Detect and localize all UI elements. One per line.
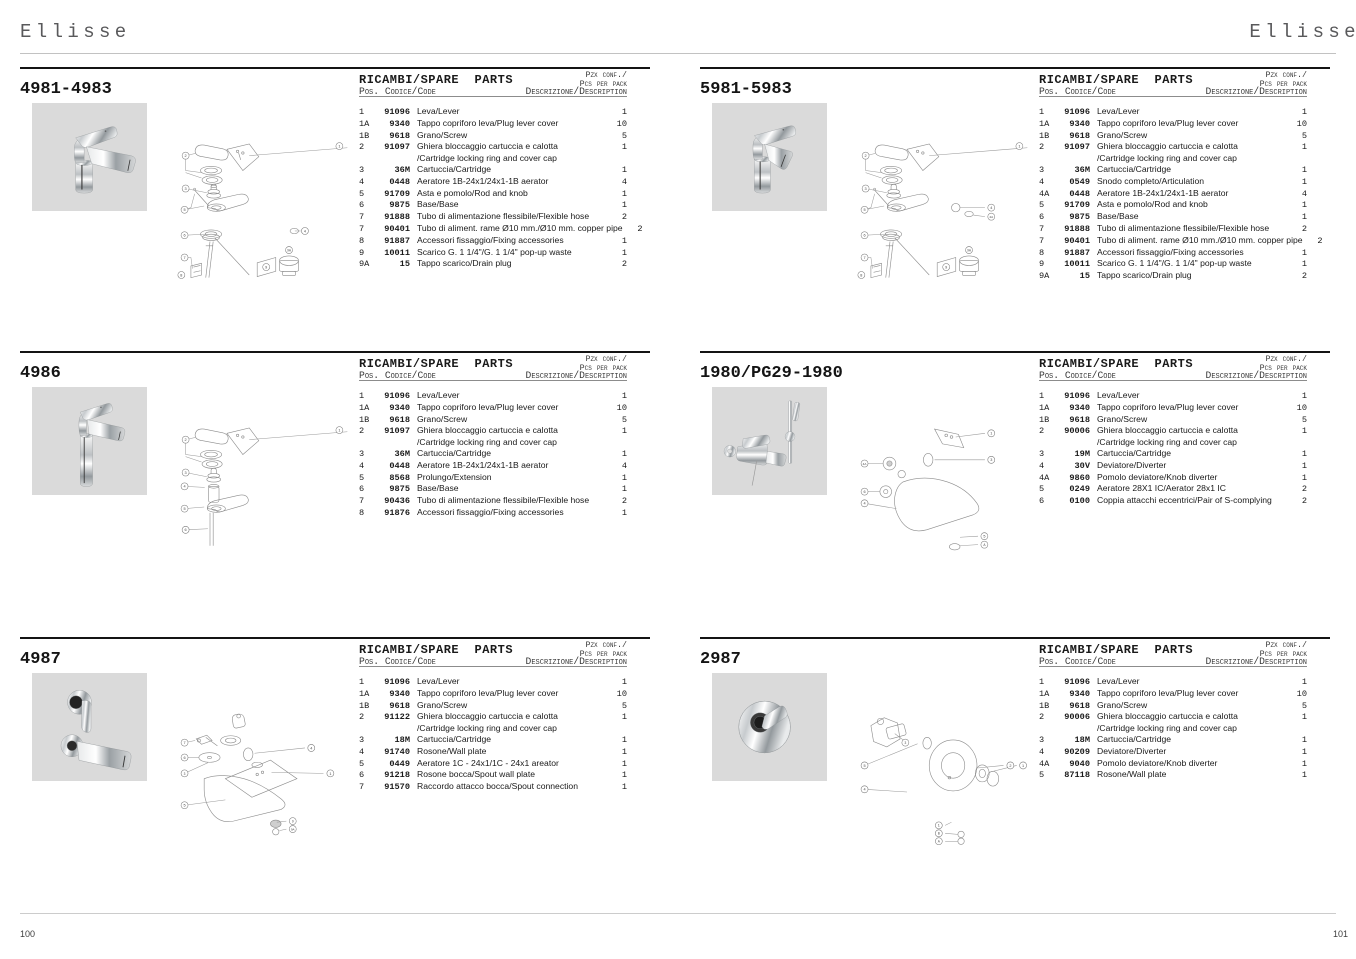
svg-text:8: 8 bbox=[860, 273, 862, 277]
svg-text:7: 7 bbox=[863, 256, 865, 260]
svg-text:5: 5 bbox=[863, 208, 865, 212]
svg-text:9: 9 bbox=[292, 820, 294, 824]
svg-text:5: 5 bbox=[983, 535, 985, 539]
svg-text:6: 6 bbox=[863, 490, 865, 494]
svg-text:5: 5 bbox=[183, 804, 185, 808]
svg-text:4: 4 bbox=[863, 788, 865, 792]
svg-text:6: 6 bbox=[183, 234, 185, 238]
svg-text:7: 7 bbox=[183, 741, 185, 745]
svg-text:7: 7 bbox=[183, 256, 185, 260]
svg-text:2: 2 bbox=[1009, 764, 1011, 768]
svg-text:2: 2 bbox=[865, 154, 867, 158]
svg-text:5: 5 bbox=[863, 764, 865, 768]
svg-text:1: 1 bbox=[338, 429, 340, 433]
svg-text:5: 5 bbox=[183, 507, 185, 511]
svg-text:5: 5 bbox=[183, 208, 185, 212]
svg-text:1: 1 bbox=[938, 824, 940, 828]
svg-text:3: 3 bbox=[185, 471, 187, 475]
svg-text:6: 6 bbox=[863, 234, 865, 238]
svg-text:1: 1 bbox=[990, 432, 992, 436]
svg-text:4: 4 bbox=[863, 502, 865, 506]
svg-text:3: 3 bbox=[990, 458, 992, 462]
svg-text:1: 1 bbox=[329, 772, 331, 776]
svg-text:6: 6 bbox=[183, 756, 185, 760]
svg-text:2: 2 bbox=[185, 438, 187, 442]
svg-text:2: 2 bbox=[185, 154, 187, 158]
svg-text:3: 3 bbox=[184, 772, 186, 776]
svg-text:4: 4 bbox=[310, 746, 312, 750]
svg-text:1: 1 bbox=[338, 145, 340, 149]
svg-text:8: 8 bbox=[180, 273, 182, 277]
svg-text:9: 9 bbox=[265, 265, 267, 269]
svg-text:6: 6 bbox=[185, 528, 187, 532]
svg-text:9: 9 bbox=[945, 265, 947, 269]
svg-text:4: 4 bbox=[990, 206, 992, 210]
svg-text:1: 1 bbox=[1018, 145, 1020, 149]
svg-text:4: 4 bbox=[304, 229, 306, 233]
svg-text:3: 3 bbox=[865, 187, 867, 191]
svg-text:1: 1 bbox=[1022, 764, 1024, 768]
svg-text:3: 3 bbox=[185, 187, 187, 191]
svg-text:4: 4 bbox=[183, 485, 185, 489]
svg-text:B: B bbox=[938, 832, 940, 836]
svg-text:3: 3 bbox=[904, 741, 906, 745]
